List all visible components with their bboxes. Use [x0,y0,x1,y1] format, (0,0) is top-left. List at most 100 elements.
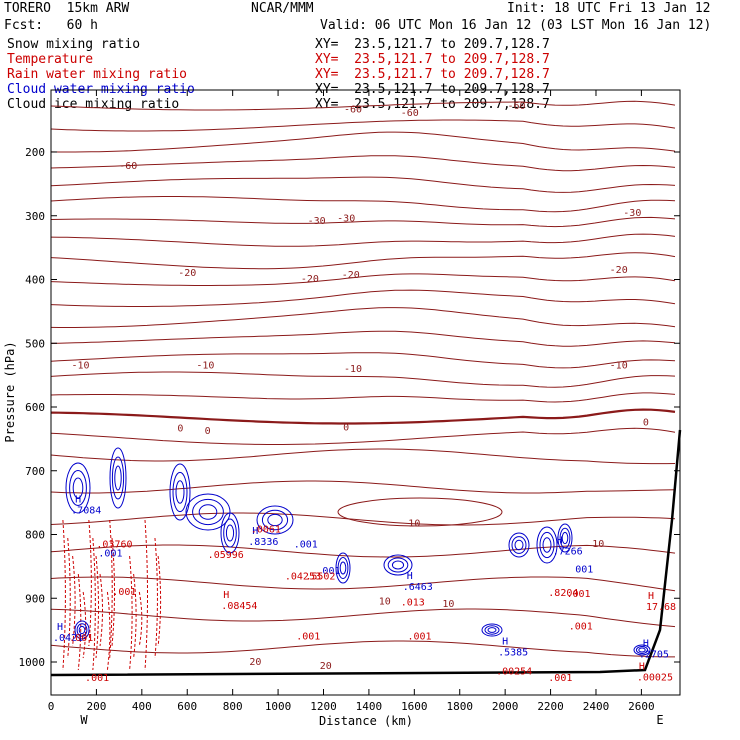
west-label: W [80,713,88,727]
rain-label: .0061 [251,524,281,535]
cloud-water-contour [267,513,283,527]
rain-contour [138,591,143,647]
rain-contour [95,555,99,659]
field-xy-rain: XY= 23.5,121.7 to 209.7,128.7 [315,67,550,82]
cloud-water-contour [508,532,530,558]
cloud-water-contour [481,623,503,637]
cloud-water-contour [223,518,237,548]
rain-contour [72,555,76,647]
rain-label: .001 [112,587,136,598]
rain-contour [154,537,158,659]
isotherm-label: -60 [507,101,525,112]
rain-label: .5502 [305,572,335,583]
cloud-water-contour [383,554,413,576]
x-tick-label: 200 [86,700,106,713]
field-xy-temperature: XY= 23.5,121.7 to 209.7,128.7 [315,52,550,67]
isotherm [50,330,676,347]
isotherm-label: -10 [344,364,362,375]
isotherm-lower [50,480,676,494]
rain-label: .04253 [285,572,321,583]
isotherm-label: -20 [178,268,196,279]
rain-label: .05996 [208,550,244,561]
cloud-water-contour [72,477,84,499]
model-title: TORERO 15km ARW [4,1,130,16]
cloud-water-contour [542,537,552,553]
rain-label: .03760 [96,540,132,551]
isotherm-label: -60 [401,108,419,119]
y-tick-label: 200 [25,146,45,159]
rain-label: .001 [569,621,593,632]
cloud-water-contour [339,561,347,575]
cloud-water-contour [561,531,569,545]
isotherm [50,176,676,193]
field-label-temperature: Temperature [7,52,94,67]
x-tick-label: 1200 [310,700,337,713]
isotherm [50,392,676,403]
cloud-water-contour [536,526,558,564]
east-label: E [656,713,663,727]
isotherm [50,408,676,425]
cloud-water-contour [192,498,224,526]
isotherm-label: -20 [610,265,628,276]
isotherm-label: 0 [177,424,183,435]
cloud-water-contour [169,463,191,521]
rain-contour [109,519,113,659]
rain-contour [133,573,137,659]
rain-contour [62,519,66,671]
isotherm [50,233,676,247]
terrain-line [50,429,682,677]
rain-label: .001 [566,589,590,600]
rain-label: .001 [548,673,572,684]
x-tick-label: 2200 [537,700,564,713]
y-tick-label: 400 [25,274,45,287]
x-axis-title: Distance (km) [319,714,413,728]
y-tick-label: 700 [25,465,45,478]
x-tick-label: 400 [132,700,152,713]
x-tick-label: 2600 [628,700,655,713]
cloud-water-contour [69,470,87,506]
cloud-water-max-marker: H [75,494,81,505]
x-tick-label: 2400 [583,700,610,713]
rain-contour [99,573,103,647]
cloud-water-contour [175,480,185,504]
cloud-water-label: .8336 [248,537,278,548]
rain-contour [77,573,82,671]
rain-contour [144,519,148,671]
isotherm-label: 0 [643,417,649,428]
cloud-water-contour [557,523,573,553]
cloud-water-contour [559,527,571,549]
rain-contour [157,555,162,647]
cloud-water-contour [198,504,218,520]
isotherm [50,289,676,307]
isotherm-label: 10 [442,599,454,610]
y-tick-label: 900 [25,592,45,605]
isotherm-label: -60 [344,104,362,115]
rain-contour [82,591,87,659]
rain-label: .013 [401,598,425,609]
org-label: NCAR/MMM [251,1,314,16]
cloud-water-label: .6463 [403,582,433,593]
label-layer: -60 -60 -60 -60 -30 -30 -30 -20 -20 -20 -20 -10 -10 -… [53,101,676,684]
isotherm [50,131,676,153]
rain-contour [111,537,115,647]
rain-label: .08454 [221,601,257,612]
rain-label: .001 [408,632,432,643]
isotherm [50,216,676,228]
cloud-water-contour [76,623,88,637]
y-tick-label: 1000 [19,656,46,669]
cloud-water-label: .7084 [71,505,101,516]
cloud-water-label: .001 [98,549,122,560]
contour-layer [50,100,682,677]
rain-label: .001 [69,633,93,644]
isotherm-label: -30 [308,216,326,227]
cloud-water-max-marker: H [557,536,563,547]
cloud-water-label: .7266 [553,547,583,558]
cloud-water-contour [109,447,127,509]
isotherm [50,155,676,172]
rain-label: 17.68 [646,602,676,613]
cloud-water-contour [638,647,646,653]
isotherm-label: -20 [301,274,319,285]
isotherm-label: 0 [343,422,349,433]
rain-label: .8204 [548,588,578,599]
plot-frame [50,89,681,696]
